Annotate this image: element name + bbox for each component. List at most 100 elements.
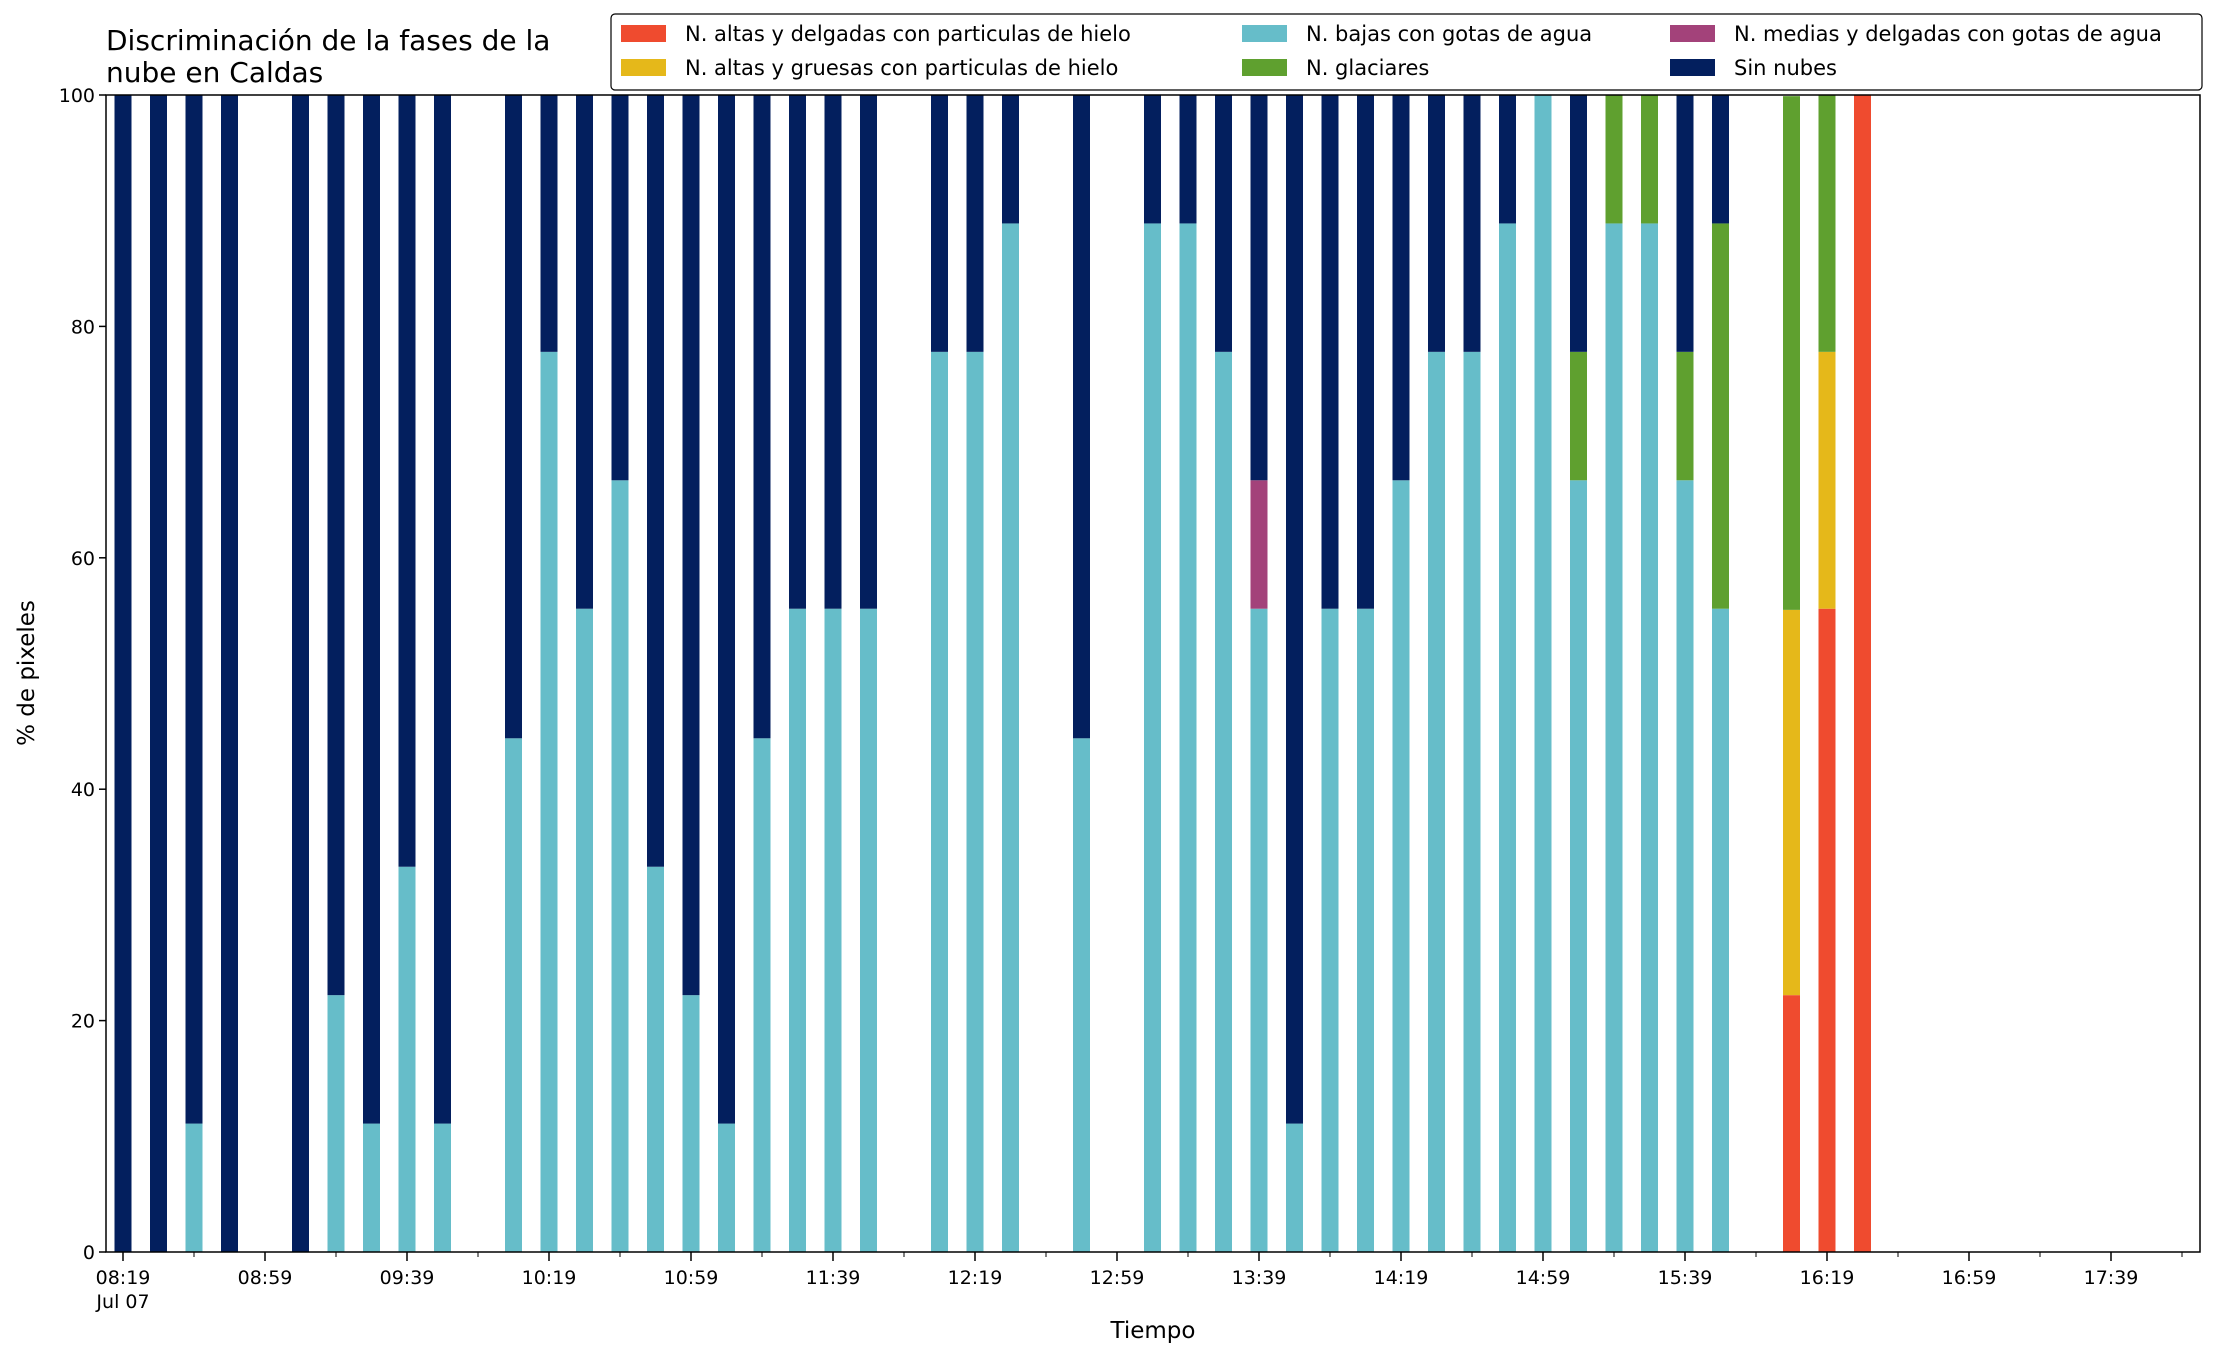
bar-segment-1509-s5 [1570, 95, 1587, 352]
bar-segment-1549-s5 [1712, 95, 1729, 224]
bar-segment-1619-s1 [1818, 351, 1836, 609]
x-tick-label-4: 10:59 [664, 1267, 719, 1289]
x-tick-label-0: 08:19 [96, 1267, 151, 1289]
legend-swatch-1 [621, 59, 666, 76]
bar-segment-1509-s2 [1570, 480, 1587, 1252]
bar-segment-0929-s5 [363, 95, 380, 1124]
bar-segment-1619-s3 [1818, 95, 1836, 352]
chart-title-line-2: nube en Caldas [106, 56, 323, 89]
bar-segment-1009-s5 [505, 95, 522, 739]
bar-segment-1549-s2 [1712, 608, 1729, 1252]
bar-segment-1209-s2 [931, 351, 948, 1253]
legend-swatch-2 [1242, 25, 1287, 42]
bar-segment-0839-s5 [185, 95, 203, 1124]
bar-segment-0939-s5 [398, 95, 416, 867]
bar-segment-1219-s5 [966, 95, 984, 352]
bar-segment-1059-s5 [682, 95, 700, 996]
y-tick-label-2: 40 [71, 779, 95, 801]
bar-segment-1329-s5 [1215, 95, 1232, 352]
bar-segment-1449-s2 [1499, 223, 1516, 1253]
bar-segment-1349-s2 [1286, 1123, 1303, 1252]
bar-segment-1339-s4 [1250, 480, 1268, 609]
x-axis-label: Tiempo [1110, 1318, 1196, 1344]
legend-swatch-0 [621, 25, 666, 42]
bar-segment-0849-s5 [221, 95, 238, 1252]
x-tick-label-3: 10:19 [522, 1267, 577, 1289]
legend-swatch-3 [1242, 59, 1287, 76]
bar-segment-1249-s5 [1073, 95, 1090, 739]
legend-label-0: N. altas y delgadas con particulas de hi… [685, 22, 1131, 46]
x-tick-label-7: 12:59 [1090, 1267, 1145, 1289]
bar-segment-1249-s2 [1073, 738, 1090, 1252]
bar-segment-1339-s2 [1250, 608, 1268, 1252]
y-tick-label-1: 20 [71, 1011, 95, 1033]
bar-segment-1209-s5 [931, 95, 948, 352]
legend: N. altas y delgadas con particulas de hi… [610, 13, 2203, 91]
x-tick-label-11: 15:39 [1658, 1267, 1713, 1289]
bar-segment-1529-s3 [1641, 95, 1658, 224]
bar-segment-1629-s0 [1854, 95, 1871, 1252]
x-tick-label-2: 09:39 [380, 1267, 435, 1289]
bar-segment-1609-s3 [1783, 96, 1800, 610]
bar-segment-1049-s2 [647, 866, 664, 1252]
bar-segment-1229-s5 [1002, 95, 1019, 224]
bar-segment-1519-s2 [1605, 223, 1623, 1253]
bar-segment-1539-s5 [1676, 95, 1694, 352]
bar-segment-1539-s3 [1676, 351, 1694, 481]
bar-segment-1409-s5 [1357, 95, 1374, 609]
legend-swatch-4 [1670, 25, 1715, 42]
y-tick-label-5: 100 [59, 85, 95, 107]
bar-segment-1109-s2 [718, 1123, 735, 1252]
bar-segment-0839-s2 [185, 1123, 203, 1252]
x-tick-label-10: 14:59 [1516, 1267, 1571, 1289]
bar-segment-1529-s2 [1641, 223, 1658, 1253]
bar-segment-0909-s5 [292, 95, 309, 1252]
bar-segment-1059-s2 [682, 995, 700, 1252]
bar-segment-1439-s5 [1463, 95, 1481, 352]
bar-segment-1309-s5 [1144, 95, 1161, 224]
bar-segment-1519-s3 [1605, 95, 1623, 224]
y-tick-label-0: 0 [83, 1242, 95, 1264]
bar-segment-1029-s2 [576, 608, 593, 1252]
x-tick-label-1: 08:59 [238, 1267, 293, 1289]
legend-frame [610, 13, 2203, 91]
x-tick-label-8: 13:39 [1232, 1267, 1287, 1289]
bar-segment-1509-s3 [1570, 351, 1587, 481]
bar-segment-1039-s2 [611, 480, 629, 1252]
chart-title-line-1: Discriminación de la fases de la [106, 24, 550, 57]
bar-segment-1029-s5 [576, 95, 593, 609]
bar-segment-1149-s5 [860, 95, 877, 609]
bar-segment-1439-s2 [1463, 351, 1481, 1253]
bar-segment-1019-s2 [540, 351, 558, 1253]
bar-segment-1129-s2 [789, 608, 806, 1252]
bar-segment-0929-s2 [363, 1123, 380, 1252]
y-tick-label-4: 80 [71, 316, 95, 338]
plot-frame [105, 94, 2201, 1253]
x-tick-label-14: 17:39 [2084, 1267, 2139, 1289]
bar-segment-1549-s3 [1712, 223, 1729, 609]
bar-segment-1229-s2 [1002, 223, 1019, 1253]
x-tick-label-12: 16:19 [1800, 1267, 1855, 1289]
legend-label-5: Sin nubes [1734, 56, 1837, 80]
bar-segment-1359-s2 [1321, 608, 1339, 1252]
bar-segment-1319-s5 [1179, 95, 1197, 224]
bar-segment-1459-s2 [1534, 95, 1552, 1252]
bar-segment-1109-s5 [718, 95, 735, 1124]
legend-swatch-5 [1670, 59, 1715, 76]
bar-segment-1609-s1 [1783, 609, 1800, 996]
x-tick-label-13: 16:59 [1942, 1267, 1997, 1289]
bar-segment-1449-s5 [1499, 95, 1516, 224]
bar-segment-1309-s2 [1144, 223, 1161, 1253]
bar-segment-1429-s5 [1428, 95, 1445, 352]
bar-segment-1419-s2 [1392, 480, 1410, 1252]
bar-segment-1349-s5 [1286, 95, 1303, 1124]
bar-segment-1049-s5 [647, 95, 664, 867]
bar-segment-1129-s5 [789, 95, 806, 609]
bar-segment-0949-s5 [434, 95, 451, 1124]
legend-label-3: N. glaciares [1306, 56, 1429, 80]
bar-segment-1119-s2 [753, 738, 771, 1252]
bar-segment-1039-s5 [611, 95, 629, 481]
bar-segment-1609-s0 [1783, 995, 1800, 1252]
